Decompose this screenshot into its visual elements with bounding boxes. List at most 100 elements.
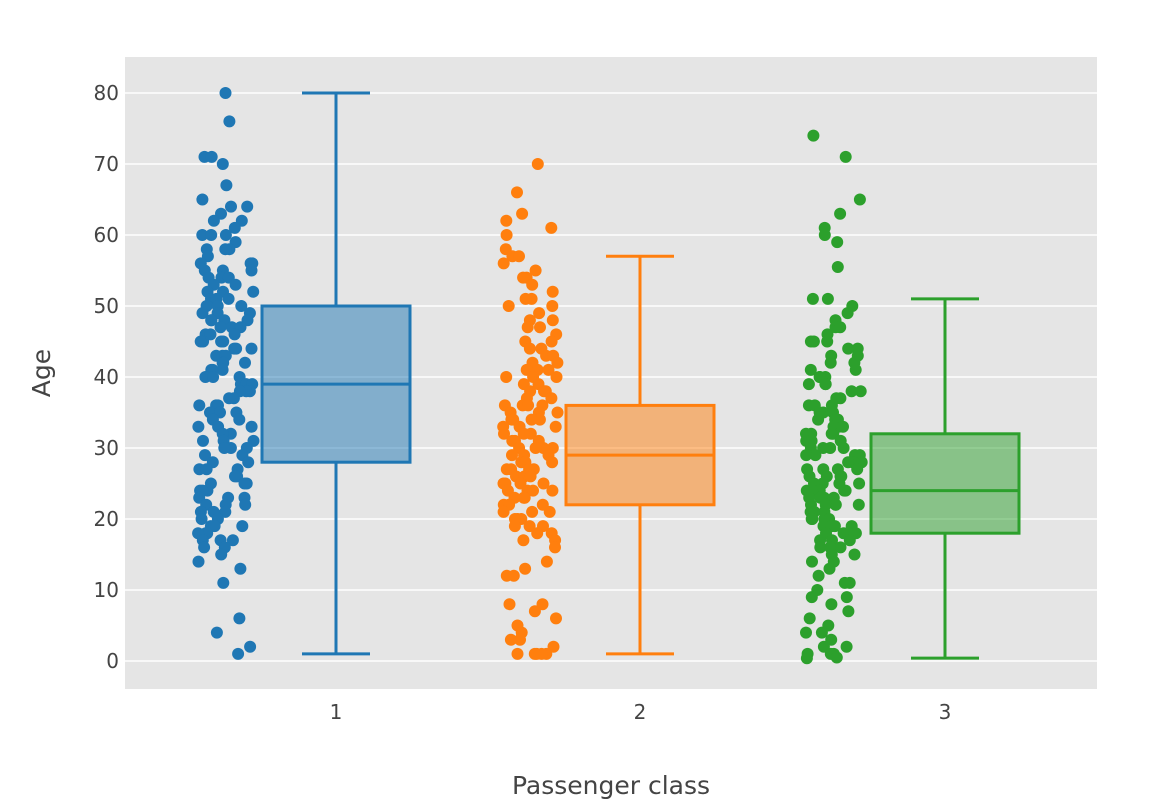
data-point bbox=[825, 427, 838, 440]
box-class-1 bbox=[260, 91, 412, 656]
data-point bbox=[200, 463, 213, 476]
data-point bbox=[498, 427, 510, 440]
data-point bbox=[804, 363, 817, 376]
data-point bbox=[545, 221, 558, 234]
data-point bbox=[236, 520, 249, 533]
data-point bbox=[526, 278, 539, 291]
data-point bbox=[508, 520, 521, 533]
data-point bbox=[806, 555, 818, 568]
data-point bbox=[829, 498, 842, 511]
data-point bbox=[807, 335, 820, 348]
data-point bbox=[533, 413, 546, 426]
data-point bbox=[843, 534, 856, 547]
data-point bbox=[549, 541, 561, 554]
y-tick-label: 0 bbox=[106, 649, 119, 673]
data-point bbox=[208, 520, 221, 533]
data-point bbox=[821, 335, 834, 348]
data-point bbox=[803, 612, 816, 625]
data-point bbox=[840, 640, 853, 653]
data-point bbox=[828, 520, 841, 533]
data-point bbox=[534, 321, 546, 334]
data-point bbox=[497, 257, 510, 270]
data-point bbox=[805, 591, 818, 604]
data-point bbox=[216, 363, 229, 376]
data-point bbox=[812, 569, 825, 582]
data-point bbox=[542, 363, 555, 376]
data-point bbox=[815, 626, 828, 639]
data-point bbox=[802, 378, 815, 391]
data-point bbox=[834, 321, 847, 334]
data-point bbox=[225, 200, 237, 213]
data-point bbox=[223, 392, 236, 405]
y-tick-label: 30 bbox=[94, 436, 119, 460]
y-tick-label: 20 bbox=[94, 507, 119, 531]
data-point bbox=[219, 243, 232, 256]
data-point bbox=[849, 363, 862, 376]
data-point bbox=[545, 335, 558, 348]
data-point bbox=[219, 505, 232, 518]
data-point bbox=[500, 371, 513, 383]
data-point bbox=[513, 250, 525, 263]
data-point bbox=[525, 413, 538, 426]
data-point bbox=[511, 186, 523, 199]
data-point bbox=[519, 562, 532, 575]
data-point bbox=[228, 221, 241, 234]
data-point bbox=[218, 442, 231, 454]
data-point bbox=[507, 569, 520, 582]
data-point bbox=[500, 214, 513, 227]
y-axis-ticks: 0 10 20 30 40 50 60 70 80 bbox=[94, 81, 119, 673]
data-point bbox=[546, 484, 559, 497]
data-point bbox=[506, 449, 518, 462]
data-point bbox=[546, 314, 559, 327]
data-point bbox=[807, 129, 820, 142]
y-tick-label: 10 bbox=[94, 578, 119, 602]
data-point bbox=[517, 534, 530, 547]
data-point bbox=[837, 420, 849, 433]
data-point bbox=[821, 292, 834, 305]
data-point bbox=[195, 513, 208, 525]
data-point bbox=[551, 356, 564, 369]
data-points bbox=[192, 87, 868, 665]
y-axis-title: Age bbox=[27, 349, 56, 397]
data-point bbox=[551, 406, 564, 419]
data-point bbox=[526, 505, 539, 518]
box-class-3 bbox=[869, 297, 1021, 660]
data-point bbox=[198, 541, 211, 554]
data-point bbox=[531, 158, 544, 170]
data-point bbox=[497, 505, 510, 518]
x-tick-label: 1 bbox=[330, 700, 343, 724]
data-point bbox=[222, 292, 235, 305]
data-point bbox=[840, 591, 853, 604]
data-point bbox=[519, 292, 532, 305]
data-point bbox=[523, 520, 536, 533]
data-point bbox=[818, 229, 831, 241]
data-point bbox=[517, 491, 530, 504]
data-point bbox=[242, 456, 255, 469]
data-point bbox=[800, 626, 812, 639]
data-point bbox=[543, 505, 556, 518]
data-point bbox=[514, 633, 526, 646]
data-point bbox=[207, 214, 220, 227]
data-point bbox=[809, 449, 822, 462]
data-point bbox=[848, 548, 861, 561]
data-point bbox=[529, 264, 542, 277]
data-point bbox=[245, 342, 258, 355]
data-point bbox=[215, 548, 228, 561]
points-class-3 bbox=[800, 129, 868, 665]
data-point bbox=[824, 442, 837, 454]
data-point bbox=[229, 470, 241, 483]
data-point bbox=[842, 342, 855, 355]
data-point bbox=[853, 193, 866, 206]
data-point bbox=[841, 307, 854, 320]
data-point bbox=[839, 484, 852, 497]
data-point bbox=[196, 229, 209, 241]
data-point bbox=[517, 427, 530, 440]
data-point bbox=[814, 541, 827, 554]
data-point bbox=[239, 498, 252, 511]
data-point bbox=[517, 271, 530, 284]
data-point bbox=[825, 598, 838, 611]
data-point bbox=[834, 541, 847, 554]
data-point bbox=[842, 605, 855, 618]
data-point bbox=[204, 328, 217, 341]
